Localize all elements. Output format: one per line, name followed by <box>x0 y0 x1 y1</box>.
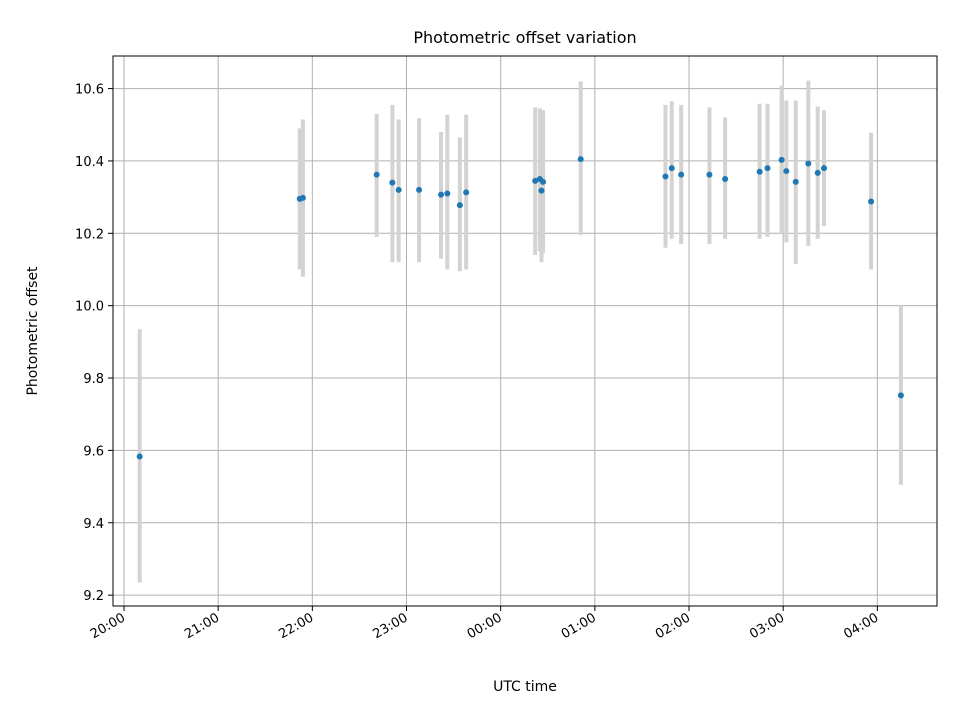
axis-ticks: 20:00 21:00 22:00 23:00 00:00 01:00 02:00 03:00… <box>75 83 881 643</box>
data-point <box>389 179 396 186</box>
y-axis-label: Photometric offset <box>25 266 41 396</box>
y-tick-label: 9.8 <box>83 372 104 387</box>
y-tick-label: 9.4 <box>83 517 104 532</box>
data-point <box>456 202 463 209</box>
data-point <box>764 165 771 172</box>
data-point <box>416 186 423 193</box>
y-tick-label: 9.6 <box>83 444 104 459</box>
data-point <box>463 189 470 196</box>
data-point <box>868 198 875 205</box>
data-point <box>756 168 763 175</box>
data-point <box>668 165 675 172</box>
data-point <box>444 190 451 197</box>
data-point <box>897 392 904 399</box>
data-point <box>538 187 545 194</box>
data-point <box>792 178 799 185</box>
data-point <box>577 156 584 163</box>
data-point <box>778 156 785 163</box>
data-point <box>722 176 729 183</box>
y-tick-label: 10.0 <box>75 300 104 315</box>
x-axis-label: UTC time <box>493 679 557 695</box>
data-point <box>662 173 669 180</box>
data-points <box>136 156 904 460</box>
chart-title: Photometric offset variation <box>413 28 636 47</box>
data-point <box>814 169 821 176</box>
data-point <box>783 168 790 175</box>
data-point <box>678 171 685 178</box>
data-point <box>532 177 539 184</box>
data-point <box>540 178 547 185</box>
data-point <box>299 194 306 201</box>
data-point <box>805 160 812 167</box>
data-point <box>395 186 402 193</box>
data-point <box>706 171 713 178</box>
data-point <box>373 171 380 178</box>
data-point <box>438 191 445 198</box>
data-point <box>136 453 143 460</box>
y-tick-label: 10.6 <box>75 83 104 98</box>
y-tick-label: 10.4 <box>75 155 104 170</box>
plot-frame <box>112 55 938 607</box>
y-tick-label: 10.2 <box>75 227 104 242</box>
data-point <box>820 165 827 172</box>
y-tick-label: 9.2 <box>83 589 104 604</box>
